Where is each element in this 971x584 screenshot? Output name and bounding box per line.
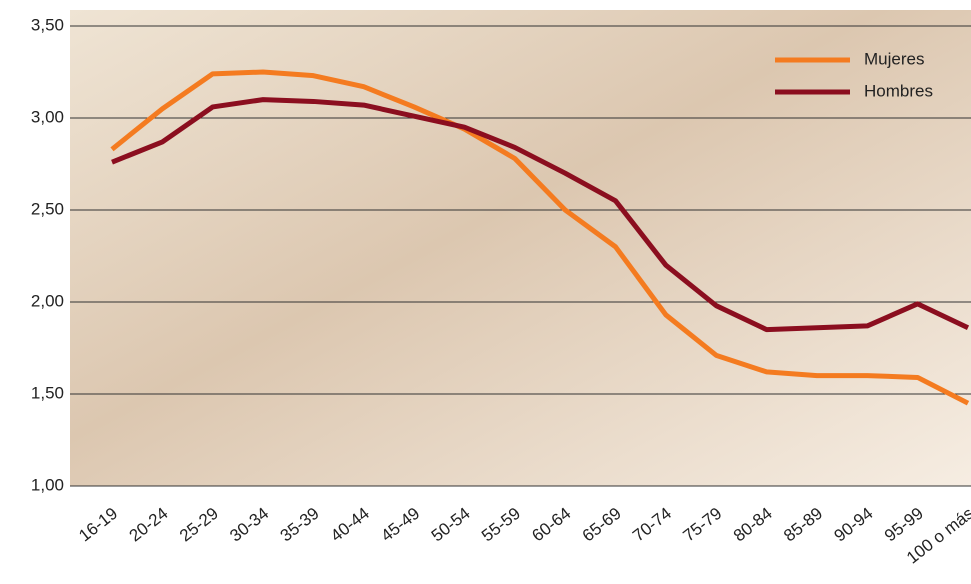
x-tick-label: 45-49 [377, 504, 423, 546]
x-tick-label: 55-59 [478, 504, 524, 546]
x-tick-label: 60-64 [528, 504, 574, 546]
x-tick-label: 65-69 [579, 504, 625, 546]
x-tick-label: 85-89 [780, 504, 826, 546]
line-series [111, 97, 970, 333]
x-tick-label: 90-94 [831, 504, 877, 546]
x-tick-label: 20-24 [126, 504, 172, 546]
legend-label: Hombres [864, 81, 933, 100]
x-tick-label: 80-84 [730, 504, 776, 546]
y-tick-label: 1,00 [31, 475, 64, 494]
plot-background [70, 10, 971, 486]
x-tick-label: 35-39 [277, 504, 323, 546]
x-tick-label: 50-54 [428, 504, 474, 546]
y-tick-label: 2,00 [31, 291, 64, 310]
x-tick-label: 16-19 [75, 504, 121, 546]
y-tick-label: 2,50 [31, 199, 64, 218]
y-tick-label: 3,00 [31, 107, 64, 126]
legend-label: Mujeres [864, 49, 924, 68]
x-tick-label: 70-74 [629, 504, 675, 546]
x-tick-label: 40-44 [327, 504, 373, 546]
x-tick-label: 75-79 [679, 504, 725, 546]
line-series [110, 69, 970, 406]
y-tick-label: 3,50 [31, 15, 64, 34]
x-tick-label: 30-34 [226, 504, 272, 546]
y-tick-label: 1,50 [31, 383, 64, 402]
x-tick-label: 25-29 [176, 504, 222, 546]
